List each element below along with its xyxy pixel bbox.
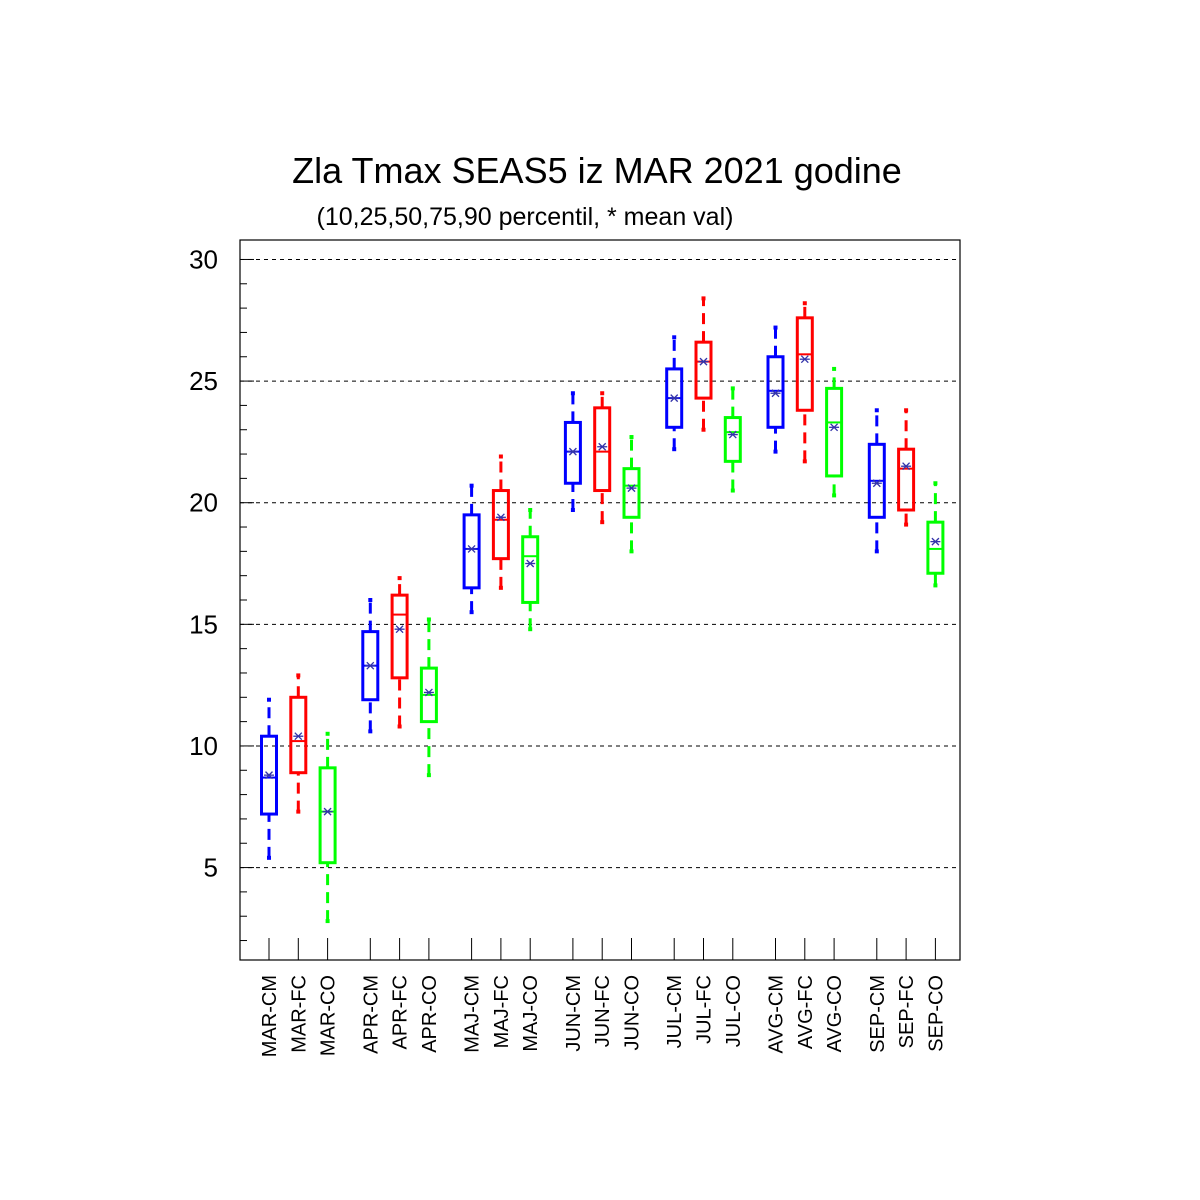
x-tick-label: SEP-CO xyxy=(925,975,947,1052)
box-mar-co xyxy=(318,731,337,924)
x-tick-label: JUL-CO xyxy=(723,975,745,1047)
box-sep-fc xyxy=(897,408,916,527)
mean-marker xyxy=(872,479,881,488)
chart-title: Zla Tmax SEAS5 iz MAR 2021 godine xyxy=(292,150,902,191)
y-tick-label: 30 xyxy=(189,244,218,274)
iqr-box xyxy=(926,520,945,575)
x-tick-label: MAR-CM xyxy=(259,975,281,1057)
iqr-box xyxy=(694,340,713,400)
box-mar-fc xyxy=(289,673,308,814)
axes: 5 10 15 20 25 30 xyxy=(189,239,961,961)
mean-marker xyxy=(627,484,636,493)
x-tick-label: JUL-CM xyxy=(664,975,686,1048)
chart-subtitle: (10,25,50,75,90 percentil, * mean val) xyxy=(317,203,734,231)
x-tick-label: JUN-CM xyxy=(563,975,585,1052)
iqr-box xyxy=(318,766,337,865)
x-tick-label: MAR-FC xyxy=(288,975,310,1053)
y-tick-label: 15 xyxy=(189,609,218,639)
x-tick-label: JUL-FC xyxy=(694,975,716,1044)
y-tick-label: 20 xyxy=(189,488,218,518)
y-tick-label: 5 xyxy=(204,853,218,883)
x-tick-label: MAR-CO xyxy=(318,975,340,1056)
iqr-box xyxy=(563,420,582,485)
x-tick-label: APR-FC xyxy=(390,975,412,1049)
iqr-box xyxy=(593,406,612,493)
mean-marker xyxy=(467,544,476,553)
box-avg-fc xyxy=(795,301,814,464)
mean-marker xyxy=(294,732,303,741)
grid-lines xyxy=(240,258,960,869)
iqr-box xyxy=(795,316,814,412)
box-jun-cm xyxy=(563,391,582,512)
mean-marker xyxy=(728,430,737,439)
iqr-box xyxy=(462,513,481,590)
x-tick-label: APR-CM xyxy=(360,975,382,1054)
iqr-box xyxy=(491,489,510,561)
iqr-box xyxy=(825,386,844,478)
x-tick-label: JUN-CO xyxy=(622,975,644,1051)
box-apr-cm xyxy=(361,598,380,734)
x-tick-label: SEP-FC xyxy=(896,975,918,1048)
box-jul-cm xyxy=(665,335,684,452)
mean-marker xyxy=(598,442,607,451)
x-tick-label: AVG-CO xyxy=(824,975,846,1052)
x-tick-label: APR-CO xyxy=(419,975,441,1053)
mean-marker xyxy=(931,537,940,546)
mean-marker xyxy=(830,423,839,432)
box-jul-co xyxy=(723,386,742,493)
box-avg-cm xyxy=(766,325,785,454)
mean-marker xyxy=(670,394,679,403)
x-tick-label: AVG-CM xyxy=(766,975,788,1054)
iqr-box xyxy=(766,355,785,429)
box-jun-co xyxy=(622,435,641,554)
box-mar-cm xyxy=(260,697,278,860)
box-avg-co xyxy=(825,366,844,498)
mean-marker xyxy=(771,389,780,398)
x-tick-label: AVG-FC xyxy=(795,975,817,1049)
iqr-box xyxy=(723,416,742,463)
mean-marker xyxy=(800,355,809,364)
mean-marker xyxy=(526,559,535,568)
box-apr-co xyxy=(419,617,438,778)
iqr-box xyxy=(390,593,409,680)
x-tick-label: MAJ-FC xyxy=(491,975,513,1048)
box-apr-fc xyxy=(390,576,409,729)
box-maj-cm xyxy=(462,483,481,615)
x-tick-labels: MAR-CM MAR-FC MAR-CO APR-CM APR-FC APR-CO MAJ-… xyxy=(259,975,947,1057)
mean-marker xyxy=(395,625,404,634)
iqr-box xyxy=(260,734,278,816)
mean-marker xyxy=(902,462,911,471)
x-tick-label: MAJ-CM xyxy=(462,975,484,1053)
box-sep-co xyxy=(926,481,945,588)
iqr-box xyxy=(521,535,540,604)
x-tick-label: JUN-FC xyxy=(592,975,614,1047)
x-tick-label: SEP-CM xyxy=(867,975,889,1053)
boxes xyxy=(260,296,945,924)
mean-marker xyxy=(366,661,375,670)
iqr-box xyxy=(897,447,916,512)
x-tick-label: MAJ-CO xyxy=(520,975,542,1052)
mean-marker xyxy=(568,447,577,456)
box-maj-co xyxy=(521,508,540,632)
mean-marker xyxy=(699,357,708,366)
box-maj-fc xyxy=(491,454,510,590)
iqr-box xyxy=(289,695,308,775)
mean-marker xyxy=(265,771,273,780)
box-jul-fc xyxy=(694,296,713,432)
mean-marker xyxy=(323,807,332,816)
y-tick-label: 25 xyxy=(189,366,218,396)
mean-marker xyxy=(496,513,505,522)
iqr-box xyxy=(622,467,641,519)
y-tick-label: 10 xyxy=(189,731,218,761)
box-jun-fc xyxy=(593,391,612,525)
box-sep-cm xyxy=(867,408,886,554)
mean-marker xyxy=(424,688,433,697)
